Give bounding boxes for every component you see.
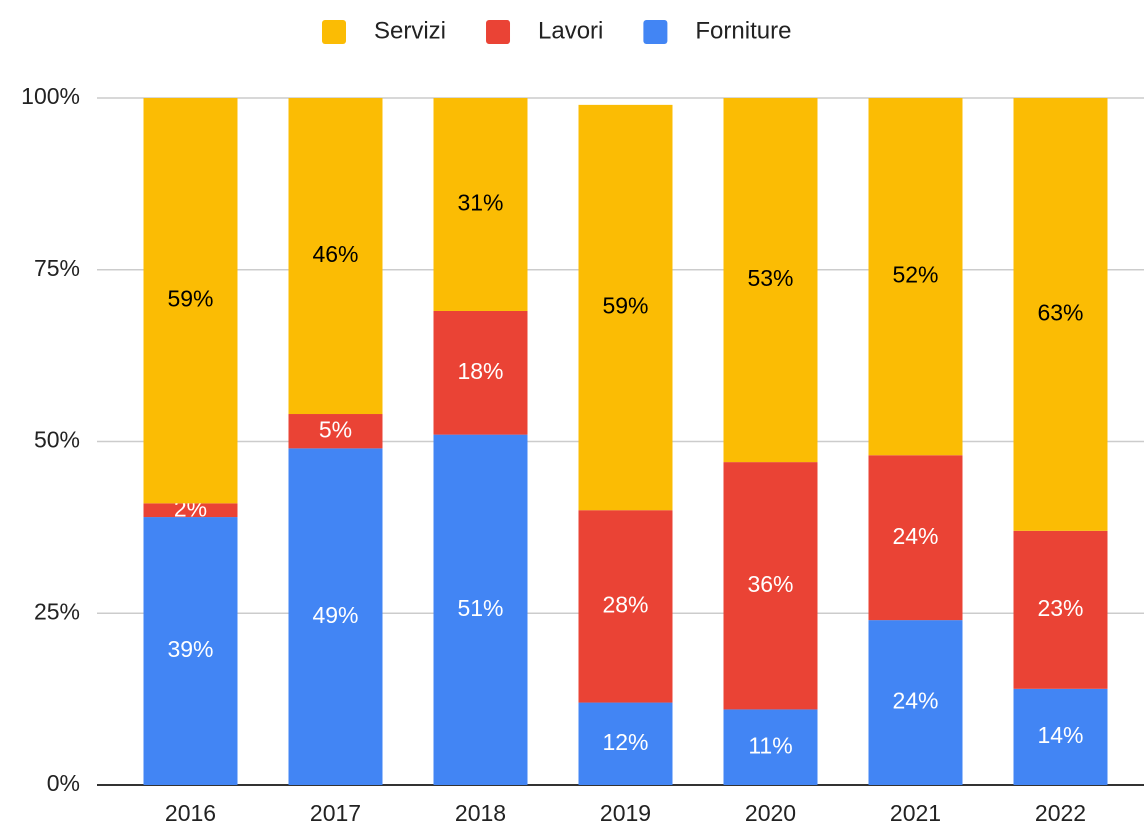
legend-label: Servizi [374, 17, 446, 44]
bar-segment [868, 620, 963, 785]
bar-segment [143, 503, 238, 518]
bar-segment [578, 702, 673, 785]
data-label: 24% [892, 523, 938, 549]
y-tick-label: 50% [34, 427, 80, 453]
y-tick-label: 0% [47, 770, 80, 796]
bar-segment [433, 434, 528, 785]
data-label: 24% [892, 688, 938, 714]
bar-segment [143, 98, 238, 504]
data-label: 28% [602, 591, 648, 617]
legend-swatch [643, 20, 668, 44]
x-tick-label: 2021 [890, 800, 941, 826]
y-tick-label: 75% [34, 255, 80, 281]
legend-swatch [486, 20, 511, 44]
data-label: 39% [167, 636, 213, 662]
data-label: 46% [312, 241, 358, 267]
data-label: 63% [1037, 299, 1083, 325]
bar-segment [578, 510, 673, 703]
data-label: 5% [319, 416, 352, 442]
data-label: 36% [747, 571, 793, 597]
data-label: 14% [1037, 722, 1083, 748]
bar-segment [1013, 98, 1108, 531]
y-tick-label: 100% [21, 83, 80, 109]
y-tick-label: 25% [34, 598, 80, 624]
x-tick-label: 2019 [600, 800, 651, 826]
legend-swatch [322, 20, 346, 44]
bar-segment [288, 414, 383, 449]
bar-segment [578, 104, 673, 511]
bar-segment [723, 709, 818, 785]
bar-segment [868, 455, 963, 621]
data-label: 59% [602, 293, 648, 319]
bar-segment [1013, 688, 1108, 785]
data-label: 23% [1037, 595, 1083, 621]
x-tick-label: 2022 [1035, 800, 1086, 826]
bar-segment [288, 98, 383, 415]
bar-segment [723, 462, 818, 710]
data-label: 51% [457, 595, 503, 621]
bar-segment [288, 448, 383, 785]
legend-label: Lavori [538, 17, 603, 44]
x-tick-label: 2020 [745, 800, 796, 826]
bar-segment [143, 517, 238, 785]
data-label: 11% [748, 732, 792, 758]
x-tick-label: 2016 [165, 800, 216, 826]
x-tick-label: 2017 [310, 800, 361, 826]
data-label: 53% [747, 265, 793, 291]
data-label: 52% [892, 262, 938, 288]
x-tick-label: 2018 [455, 800, 506, 826]
data-label: 59% [167, 286, 213, 312]
bar-segment [723, 98, 818, 463]
data-label: 18% [457, 358, 503, 384]
data-label: 49% [312, 602, 358, 628]
bar-segment [433, 310, 528, 435]
legend-label: Forniture [695, 17, 791, 44]
data-label: 31% [457, 190, 503, 216]
bar-segment [1013, 530, 1108, 689]
data-label: 12% [602, 729, 648, 755]
bar-segment [433, 98, 528, 311]
bar-segment [868, 98, 963, 456]
